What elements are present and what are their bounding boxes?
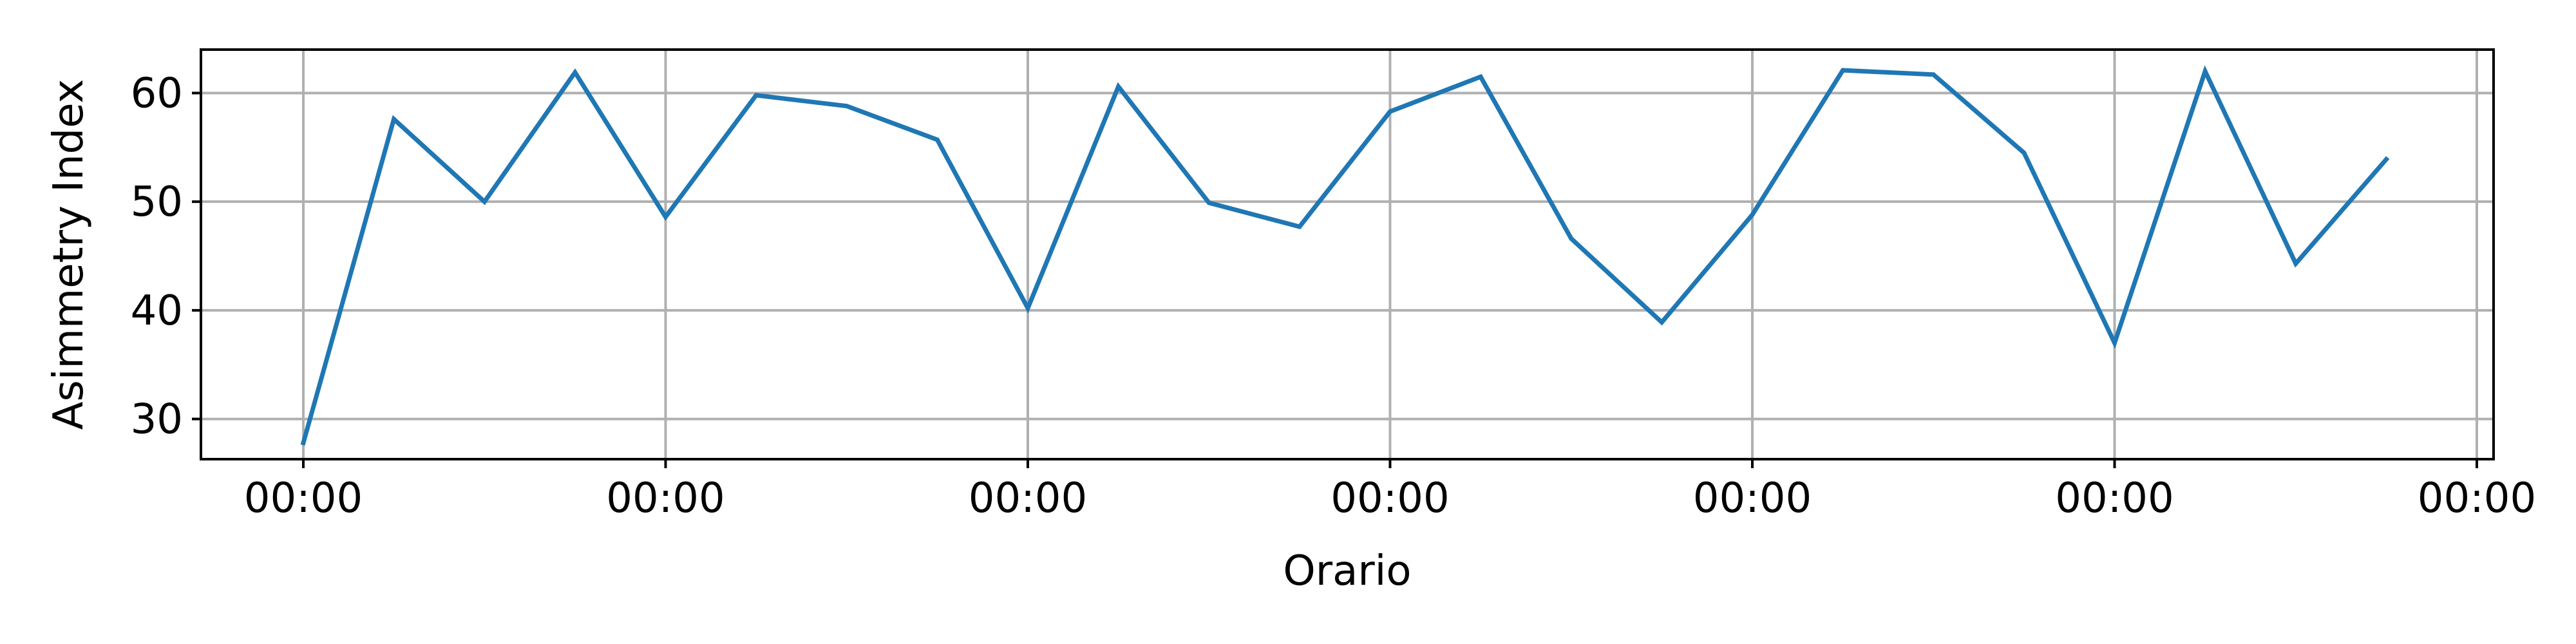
data-point <box>2112 341 2117 345</box>
y-tick-label: 30 <box>131 396 183 444</box>
data-point <box>2202 69 2208 74</box>
x-axis-ticks: 00:00 00:00 00:00 00:00 00:00 00:00 00:00 <box>244 459 2536 522</box>
data-point <box>1841 68 1846 73</box>
x-tick-label: 00:00 <box>1693 475 1812 522</box>
y-tick-label: 50 <box>131 178 183 226</box>
data-point <box>2022 150 2027 155</box>
x-tick-label: 00:00 <box>244 475 363 522</box>
data-point <box>1750 212 1755 217</box>
data-point <box>1569 236 1574 241</box>
x-tick-label: 00:00 <box>1331 475 1449 522</box>
data-point <box>301 440 306 446</box>
data-point <box>1025 306 1030 310</box>
data-point <box>1297 224 1302 229</box>
data-point <box>1388 109 1392 114</box>
y-tick-label: 60 <box>131 70 183 117</box>
y-grid-lines <box>201 91 2494 421</box>
x-axis-label: Orario <box>1283 547 1411 595</box>
data-point <box>573 70 578 75</box>
data-point <box>2383 156 2389 162</box>
data-point <box>844 104 849 109</box>
data-point <box>753 93 759 98</box>
data-point <box>482 199 487 204</box>
series-line <box>300 65 2390 446</box>
data-point <box>1931 72 1936 77</box>
x-tick-label: 00:00 <box>606 475 724 522</box>
x-tick-label: 00:00 <box>2418 475 2536 522</box>
data-point <box>934 137 940 142</box>
plot-frame <box>200 48 2495 460</box>
data-point <box>2293 261 2298 266</box>
data-point <box>1116 84 1121 89</box>
y-axis-label: Asimmetry Index <box>45 79 93 430</box>
x-grid-lines <box>302 50 2478 459</box>
series-layer <box>300 65 2390 446</box>
x-tick-label: 00:00 <box>2055 475 2174 522</box>
data-point <box>1478 74 1483 79</box>
y-axis-ticks: 30 40 50 60 <box>131 70 201 444</box>
data-point <box>1659 319 1664 325</box>
x-tick-label: 00:00 <box>969 475 1087 522</box>
data-point <box>392 117 397 122</box>
data-point <box>1206 200 1211 205</box>
data-point <box>663 214 668 220</box>
y-tick-label: 40 <box>131 287 183 335</box>
